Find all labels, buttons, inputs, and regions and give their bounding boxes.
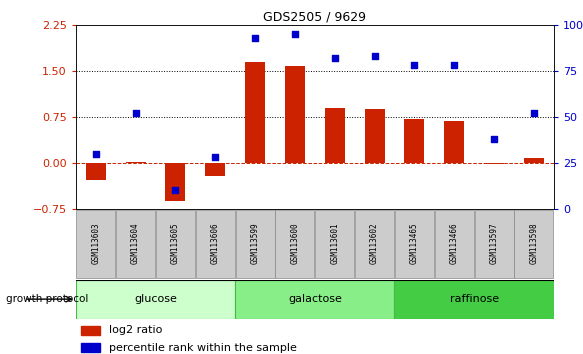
Bar	[285, 66, 305, 163]
Text: log2 ratio: log2 ratio	[109, 325, 163, 335]
Bar	[80, 343, 100, 352]
Bar	[86, 163, 106, 180]
FancyBboxPatch shape	[435, 210, 474, 278]
Text: glucose: glucose	[134, 294, 177, 304]
Text: GSM113603: GSM113603	[91, 222, 100, 264]
Point	[489, 136, 498, 142]
FancyBboxPatch shape	[196, 210, 235, 278]
Bar	[484, 163, 504, 164]
FancyBboxPatch shape	[76, 210, 115, 278]
FancyBboxPatch shape	[355, 210, 394, 278]
Text: GSM113466: GSM113466	[449, 222, 459, 264]
Text: GSM113599: GSM113599	[251, 222, 259, 264]
Text: GSM113605: GSM113605	[171, 222, 180, 264]
Bar	[80, 326, 100, 335]
Text: GSM113602: GSM113602	[370, 222, 379, 264]
Point	[370, 53, 379, 59]
Text: GSM113597: GSM113597	[490, 222, 498, 264]
Point	[410, 62, 419, 68]
FancyBboxPatch shape	[235, 280, 395, 319]
Bar	[444, 120, 464, 163]
FancyBboxPatch shape	[395, 210, 434, 278]
Point	[91, 151, 100, 156]
Bar	[325, 108, 345, 163]
Point	[251, 35, 260, 40]
FancyBboxPatch shape	[395, 280, 554, 319]
Text: raffinose: raffinose	[449, 294, 498, 304]
Title: GDS2505 / 9629: GDS2505 / 9629	[264, 11, 366, 24]
Bar	[205, 163, 225, 176]
FancyBboxPatch shape	[275, 210, 314, 278]
Point	[449, 62, 459, 68]
Bar	[405, 119, 424, 163]
Text: GSM113601: GSM113601	[330, 222, 339, 264]
Bar	[524, 158, 544, 163]
FancyBboxPatch shape	[315, 210, 354, 278]
Point	[529, 110, 539, 116]
FancyBboxPatch shape	[475, 210, 514, 278]
Bar	[245, 62, 265, 163]
FancyBboxPatch shape	[514, 210, 553, 278]
Text: GSM113606: GSM113606	[210, 222, 220, 264]
Text: GSM113604: GSM113604	[131, 222, 140, 264]
Point	[210, 154, 220, 160]
Point	[171, 188, 180, 193]
FancyBboxPatch shape	[116, 210, 155, 278]
Text: percentile rank within the sample: percentile rank within the sample	[109, 343, 297, 353]
Point	[131, 110, 141, 116]
FancyBboxPatch shape	[236, 210, 275, 278]
FancyBboxPatch shape	[156, 210, 195, 278]
Text: GSM113598: GSM113598	[529, 222, 539, 264]
Bar	[125, 162, 146, 163]
Text: growth protocol: growth protocol	[6, 294, 88, 304]
FancyBboxPatch shape	[76, 280, 235, 319]
Bar	[364, 109, 385, 163]
Point	[290, 31, 300, 37]
Text: GSM113465: GSM113465	[410, 222, 419, 264]
Point	[330, 55, 339, 61]
Text: GSM113600: GSM113600	[290, 222, 300, 264]
Text: galactose: galactose	[288, 294, 342, 304]
Bar	[166, 163, 185, 201]
